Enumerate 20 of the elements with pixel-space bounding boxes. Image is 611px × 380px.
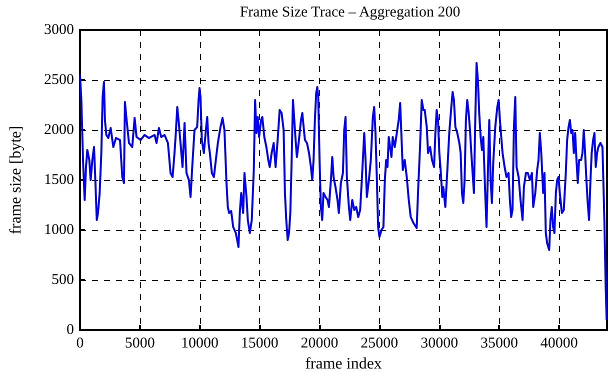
- y-tick-label: 0: [66, 322, 74, 338]
- x-tick-label: 0: [76, 336, 84, 352]
- x-tick-label: 25000: [360, 336, 398, 352]
- y-tick-label: 3000: [44, 22, 74, 38]
- x-tick-label: 40000: [540, 336, 578, 352]
- x-tick-label: 35000: [480, 336, 518, 352]
- y-tick-label: 2500: [44, 72, 74, 88]
- chart-title: Frame Size Trace – Aggregation 200: [240, 4, 460, 20]
- x-tick-label: 20000: [300, 336, 338, 352]
- x-tick-label: 5000: [124, 336, 155, 352]
- y-tick-label: 2000: [44, 122, 74, 138]
- line-series: [79, 62, 608, 321]
- x-tick-label: 15000: [240, 336, 278, 352]
- y-tick-label: 1000: [44, 222, 74, 238]
- y-tick-label: 1500: [44, 172, 74, 188]
- y-axis-title: frame size [byte]: [8, 126, 24, 234]
- x-axis-title: frame index: [305, 356, 382, 372]
- x-tick-label: 10000: [181, 336, 219, 352]
- y-tick-label: 500: [52, 272, 74, 288]
- x-tick-label: 30000: [420, 336, 458, 352]
